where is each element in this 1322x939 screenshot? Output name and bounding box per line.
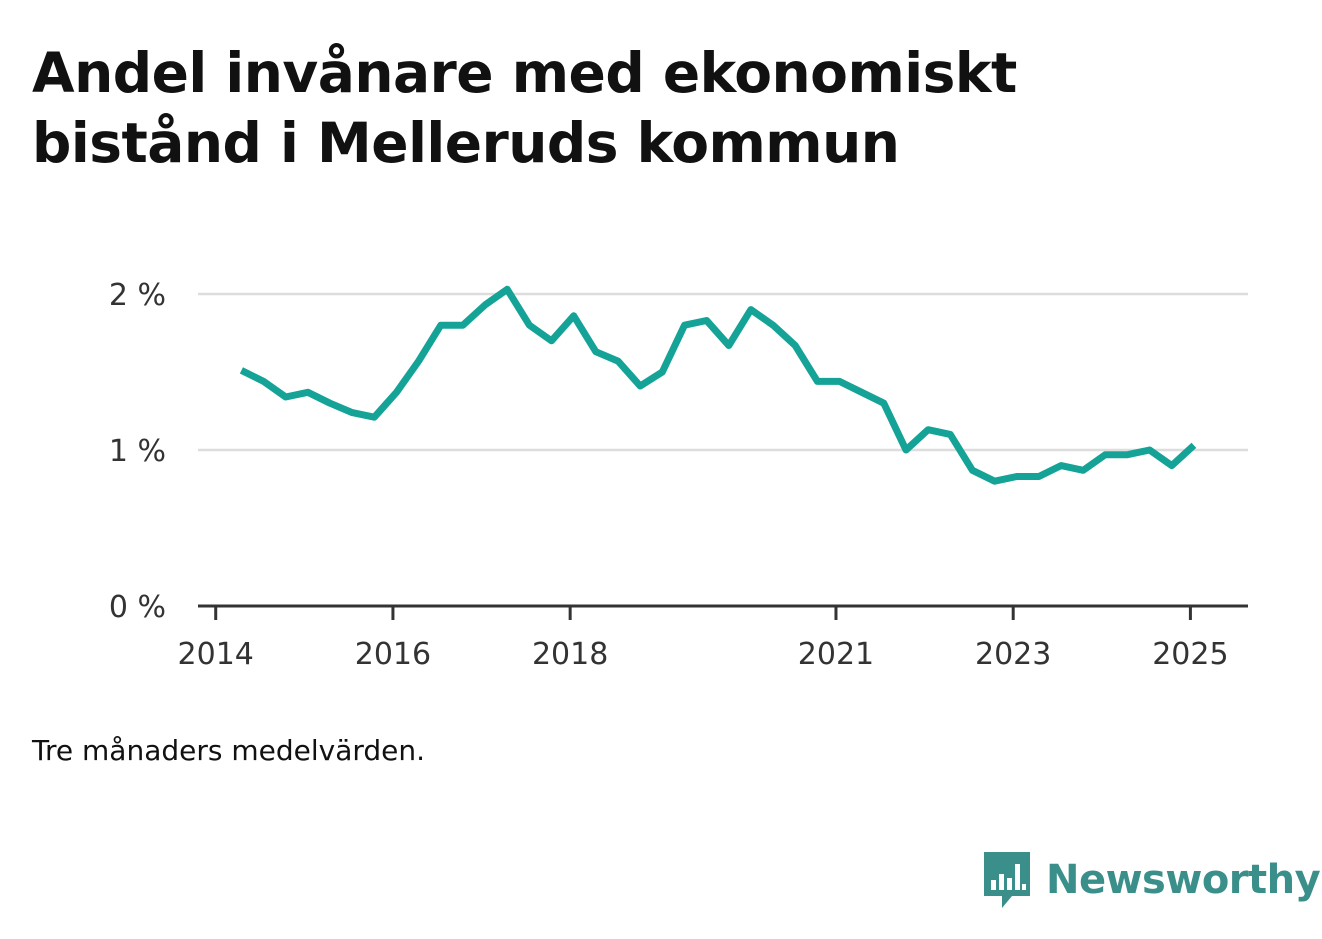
bar-chart-speech-bubble-icon (984, 852, 1030, 908)
newsworthy-logo[interactable]: Newsworthy (982, 850, 1321, 910)
y-tick-label: 2 % (109, 278, 166, 313)
brand-name: Newsworthy (1046, 857, 1321, 903)
chart-note: Tre månaders medelvärden. (32, 734, 426, 767)
x-tick-label: 2018 (532, 637, 608, 672)
series-line (239, 285, 1197, 485)
y-tick-label: 1 % (109, 434, 166, 469)
y-tick-label: 0 % (109, 590, 166, 625)
x-tick-label: 2016 (355, 637, 431, 672)
x-tick-label: 2014 (178, 637, 254, 672)
y-axis-ticks: 0 % 1 % 2 % (109, 278, 166, 625)
series-layer (239, 285, 1197, 485)
x-axis: 2014 2016 2018 2021 2023 2025 (178, 604, 1248, 672)
line-chart: 0 % 1 % 2 % 2014 2016 2018 2021 2023 2025 (109, 278, 1248, 672)
x-tick-label: 2023 (975, 637, 1051, 672)
gridlines (198, 292, 1248, 452)
x-tick-label: 2021 (798, 637, 874, 672)
chart-title: Andel invånare med ekonomiskt bistånd i … (32, 41, 1017, 175)
x-tick-label: 2025 (1152, 637, 1228, 672)
